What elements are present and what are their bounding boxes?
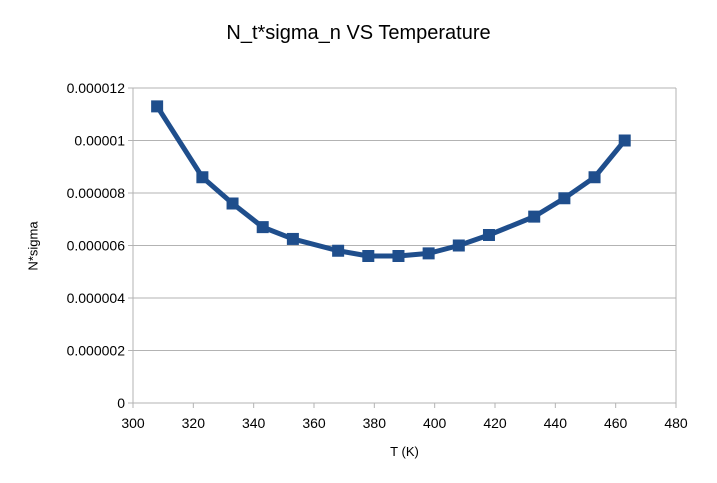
y-tick-label: 0.000008 [67,185,126,201]
x-tick-label: 340 [242,415,266,431]
data-point-marker [528,210,541,223]
data-point-marker [452,239,465,252]
x-tick-label: 400 [423,415,447,431]
data-point-marker [588,171,601,184]
x-tick-label: 320 [182,415,206,431]
data-point-marker [482,229,495,241]
data-point-marker [392,250,405,262]
x-axis-label: T (K) [390,444,419,459]
data-point-marker [196,171,209,184]
data-point-marker [332,244,345,257]
y-tick-label: 0.000002 [67,343,126,359]
y-tick-label: 0.000004 [67,290,126,306]
y-tick-label: 0.00001 [74,133,125,149]
x-tick-label: 420 [483,415,507,431]
x-tick-label: 480 [664,415,688,431]
x-tick-label: 380 [363,415,387,431]
y-tick-label: 0.000012 [67,80,126,96]
y-tick-label: 0 [117,395,125,411]
x-tick-label: 360 [302,415,326,431]
data-point-marker [558,192,571,205]
y-tick-label: 0.000006 [67,238,126,254]
data-point-marker [422,247,435,260]
data-point-marker [226,197,239,210]
series-line [154,103,628,259]
chart-title: N_t*sigma_n VS Temperature [226,22,491,44]
data-point-marker [151,100,164,113]
data-point-marker [256,221,269,234]
x-tick-label: 300 [121,415,145,431]
x-tick-label: 440 [544,415,568,431]
data-point-marker [286,232,299,245]
data-point-marker [362,250,375,262]
x-tick-label: 460 [604,415,628,431]
data-point-marker [618,134,631,147]
y-axis-label: N*sigma [25,221,41,271]
